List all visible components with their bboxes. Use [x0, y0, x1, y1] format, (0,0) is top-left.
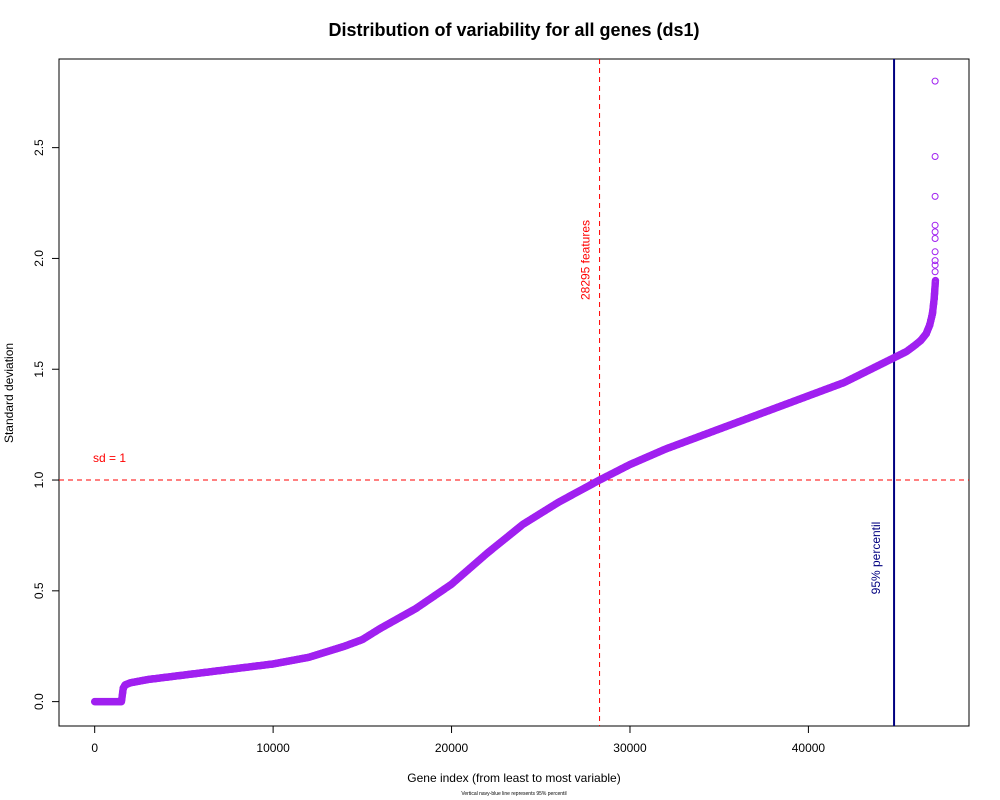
outlier-points: [931, 77, 939, 276]
y-tick-label: 2.5: [32, 139, 46, 156]
data-points: [90, 276, 940, 706]
outlier-point: [931, 228, 939, 236]
reference-lines: [59, 59, 969, 726]
y-axis: 0.0 0.5 1.0 1.5 2.0 2.5: [32, 139, 60, 710]
y-tick-label: 2.0: [32, 250, 46, 267]
annotations: sd = 1 28295 features 95% percentil: [93, 220, 883, 594]
outlier-point: [931, 153, 939, 161]
outlier-point: [931, 257, 939, 265]
chart-title: Distribution of variability for all gene…: [328, 20, 699, 40]
outlier-point: [931, 268, 939, 276]
percentile-annotation: 95% percentil: [869, 522, 883, 595]
outlier-point: [931, 77, 939, 85]
outlier-point: [931, 234, 939, 242]
plot-frame: [58, 58, 970, 727]
x-axis: 0 10000 20000 30000 40000: [91, 725, 826, 755]
outlier-point: [931, 221, 939, 229]
chart-subtitle: Vertical navy-blue line represents 95% p…: [461, 791, 566, 797]
x-tick-label: 10000: [256, 741, 290, 755]
y-tick-label: 0.5: [32, 582, 46, 599]
y-tick-label: 1.0: [32, 471, 46, 488]
outlier-point: [931, 192, 939, 200]
outlier-point: [931, 261, 939, 269]
plot-area: [58, 58, 970, 727]
data-point: [121, 681, 129, 689]
x-tick-label: 20000: [435, 741, 469, 755]
y-tick-label: 1.5: [32, 361, 46, 378]
outlier-point: [931, 248, 939, 256]
sd-annotation: sd = 1: [93, 451, 126, 465]
x-axis-label: Gene index (from least to most variable): [407, 771, 620, 785]
data-point: [931, 276, 940, 285]
y-tick-label: 0.0: [32, 693, 46, 710]
x-tick-label: 30000: [613, 741, 647, 755]
x-tick-label: 0: [91, 741, 98, 755]
features-annotation: 28295 features: [579, 220, 593, 300]
x-tick-label: 40000: [792, 741, 826, 755]
y-axis-label: Standard deviation: [2, 343, 16, 443]
